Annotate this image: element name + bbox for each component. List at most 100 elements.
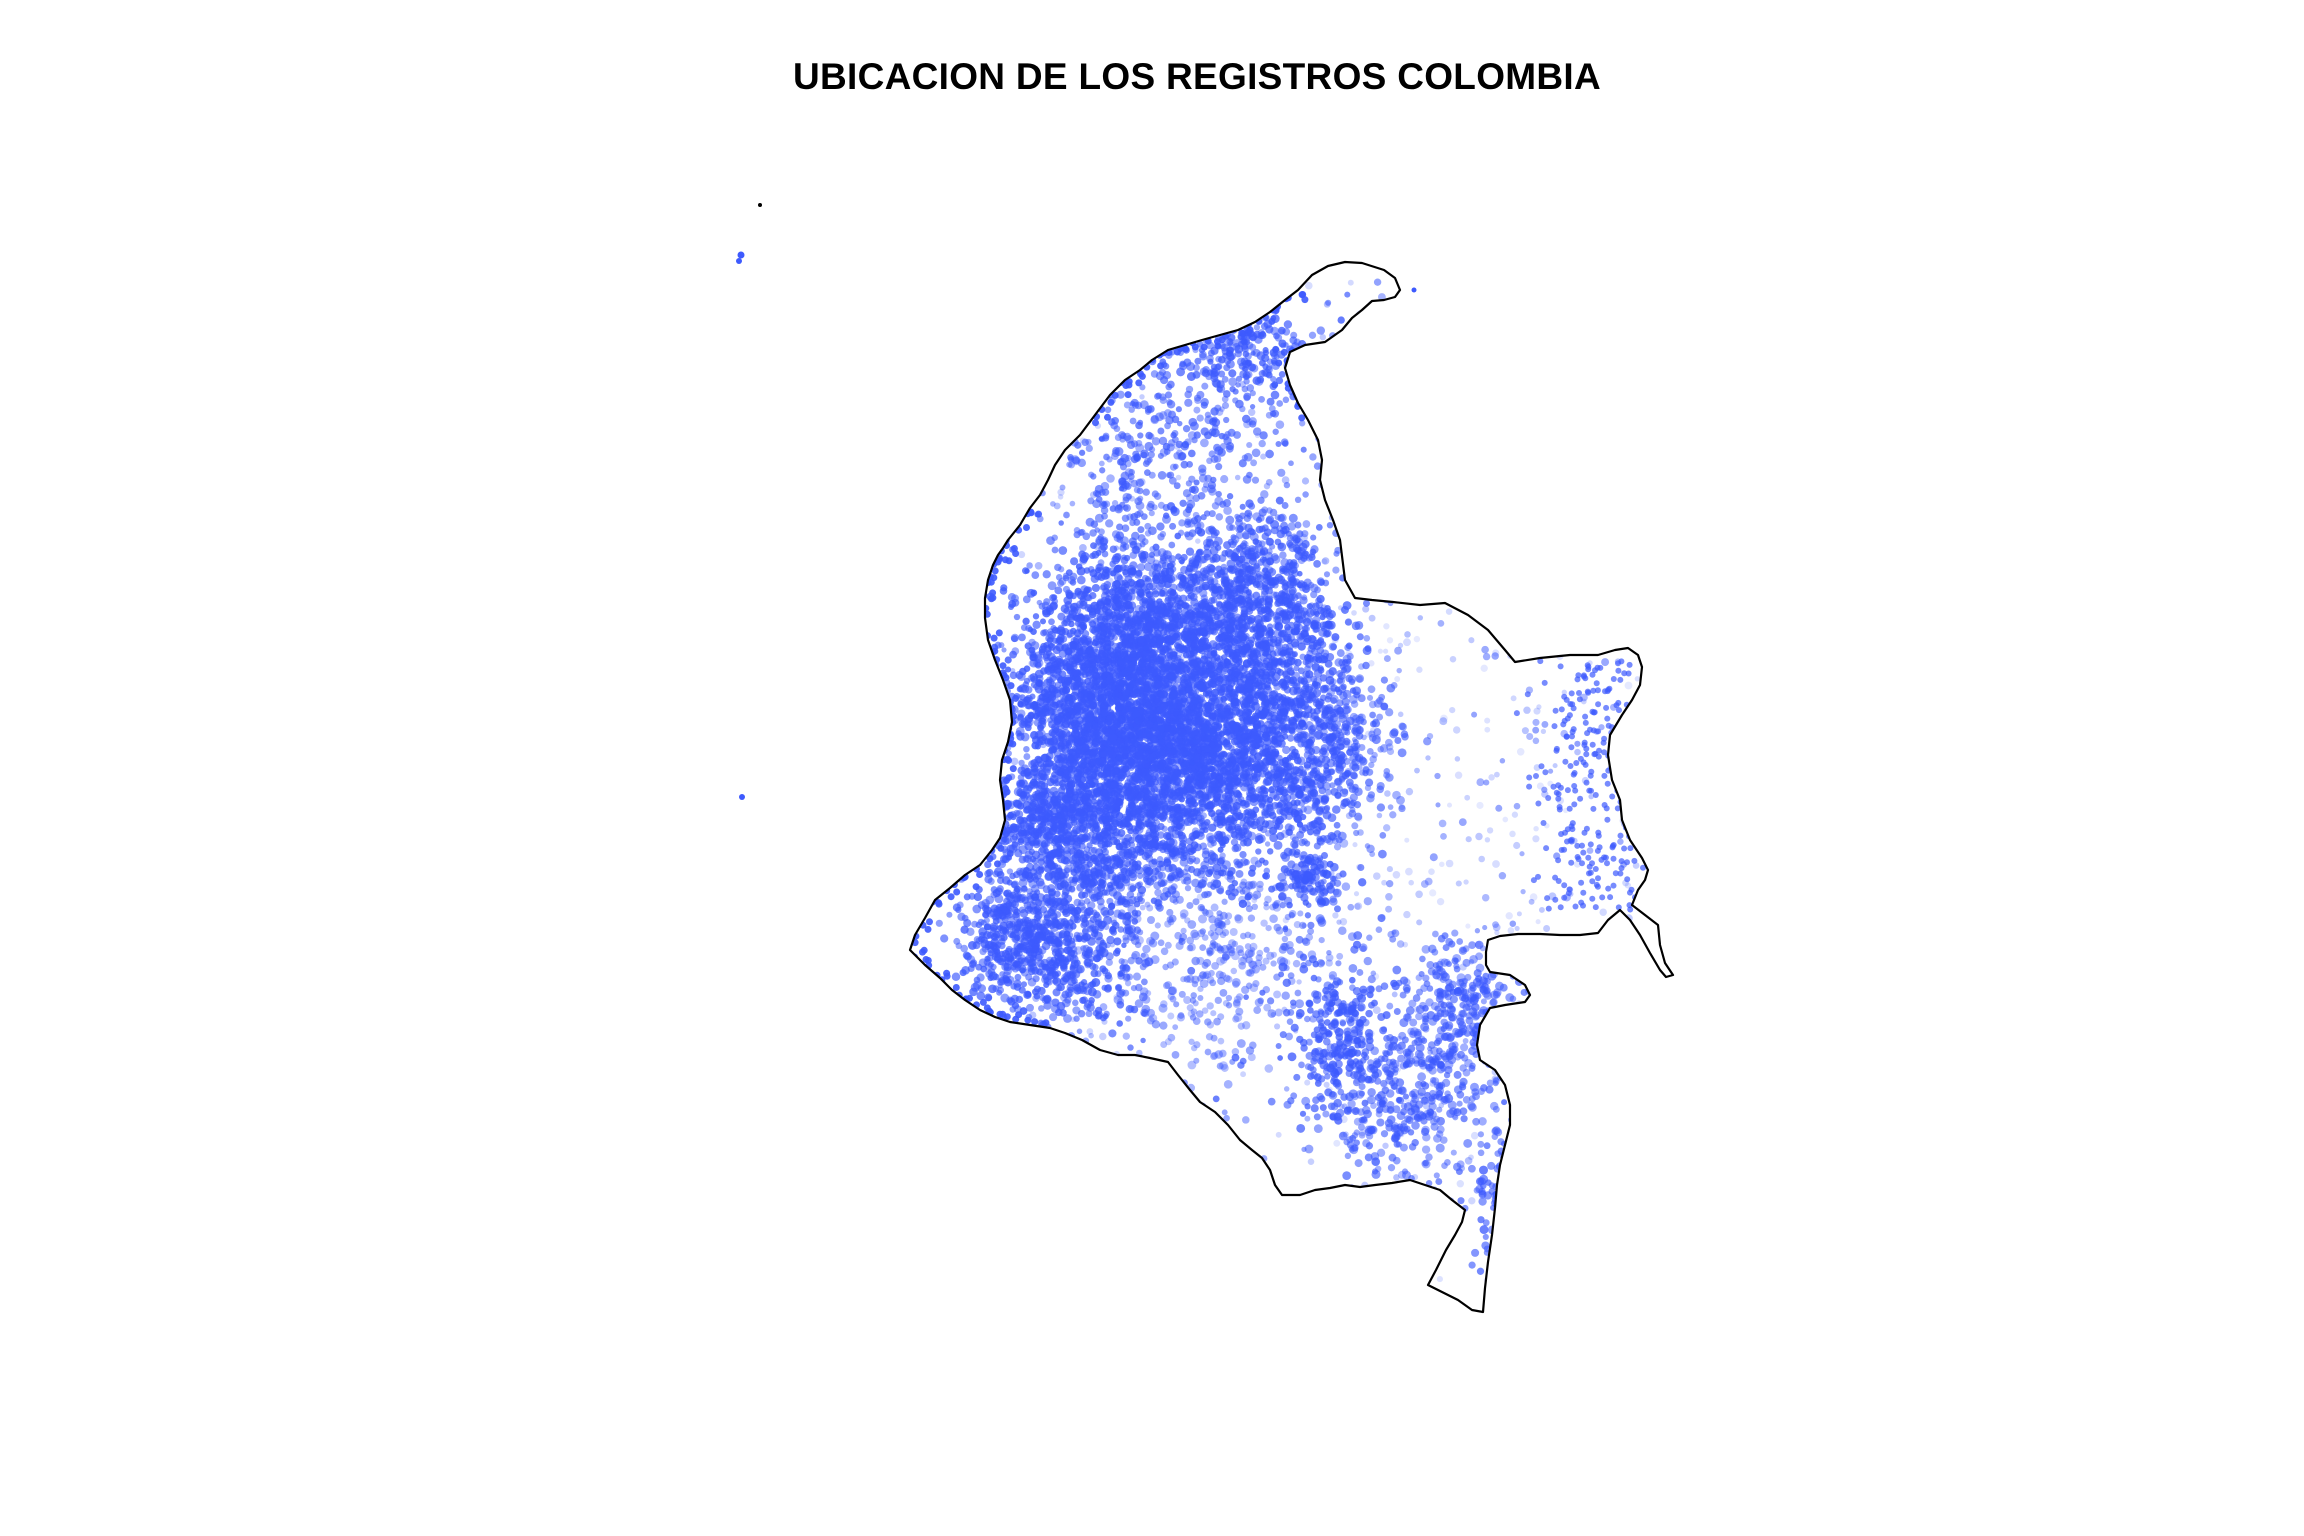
record-point — [973, 892, 983, 902]
record-point — [1137, 678, 1144, 685]
record-point — [1052, 988, 1061, 997]
record-point — [1355, 564, 1363, 572]
record-point — [1015, 892, 1022, 899]
record-point — [985, 969, 994, 978]
record-point — [1072, 999, 1079, 1007]
record-point — [1025, 862, 1035, 872]
record-point — [990, 891, 998, 899]
record-point — [1070, 960, 1079, 969]
record-point — [1176, 703, 1183, 710]
record-point — [969, 960, 977, 968]
record-point — [1195, 787, 1202, 795]
record-point — [980, 939, 990, 949]
record-point — [993, 947, 1000, 955]
record-point — [1052, 977, 1059, 984]
record-point — [1037, 986, 1046, 996]
record-point — [910, 632, 917, 642]
record-point — [1085, 811, 1093, 818]
record-point — [1098, 745, 1106, 752]
record-point — [1095, 918, 1103, 927]
record-point — [1144, 788, 1151, 795]
record-point — [1205, 869, 1213, 878]
record-point — [1289, 745, 1296, 753]
record-point — [920, 518, 929, 526]
record-point — [1135, 751, 1144, 761]
record-point — [1239, 850, 1247, 859]
record-point — [1037, 880, 1046, 890]
record-point — [1100, 751, 1108, 758]
record-point — [1039, 934, 1046, 941]
record-point — [1273, 840, 1283, 850]
record-point — [1106, 897, 1114, 905]
record-point — [973, 936, 981, 943]
record-point — [1104, 984, 1112, 991]
record-point — [1018, 986, 1026, 994]
record-point — [1062, 975, 1070, 983]
record-point — [1142, 760, 1150, 769]
record-point — [1070, 766, 1077, 773]
record-point — [1055, 1008, 1063, 1017]
record-point — [1364, 645, 1372, 653]
record-point — [1083, 898, 1091, 905]
record-point — [1024, 771, 1032, 780]
record-point — [1255, 848, 1262, 855]
record-point — [987, 961, 995, 968]
record-point — [1038, 1060, 1047, 1070]
record-point — [1081, 863, 1091, 873]
record-point — [1029, 929, 1037, 937]
record-point — [952, 903, 961, 912]
record-point — [1015, 995, 1023, 1004]
record-point — [1047, 908, 1056, 917]
record-point — [1023, 745, 1030, 753]
record-point — [1032, 975, 1040, 983]
record-point — [1080, 996, 1089, 1004]
record-point — [1069, 878, 1078, 887]
record-point — [1282, 745, 1291, 755]
record-point — [1085, 1010, 1093, 1018]
record-point — [1076, 883, 1085, 892]
record-point — [993, 701, 1002, 711]
record-point — [1051, 998, 1060, 1007]
record-point — [1082, 928, 1089, 935]
record-point — [1043, 1001, 1052, 1010]
record-point — [1005, 666, 1012, 673]
record-point — [1350, 564, 1359, 573]
record-point — [959, 626, 968, 635]
record-point — [1032, 620, 1041, 629]
record-point — [955, 942, 963, 950]
record-point — [1039, 618, 1047, 625]
record-point — [1051, 1040, 1061, 1050]
record-point — [1180, 694, 1188, 703]
record-point — [1035, 968, 1043, 976]
record-point — [983, 931, 992, 940]
record-point — [976, 991, 986, 1001]
record-point — [1125, 787, 1133, 795]
record-point — [1223, 738, 1231, 746]
record-point — [1074, 913, 1081, 921]
record-point — [1082, 785, 1090, 793]
record-point — [1080, 875, 1088, 883]
record-point — [1016, 950, 1023, 957]
record-point — [1141, 978, 1148, 986]
record-point — [1273, 615, 1282, 624]
record-point — [1114, 947, 1121, 954]
record-point — [1120, 873, 1129, 882]
record-point — [978, 958, 988, 968]
record-point — [1004, 906, 1013, 915]
record-point — [1073, 898, 1082, 907]
record-point — [990, 924, 998, 932]
record-point — [970, 848, 979, 857]
record-point — [958, 778, 965, 785]
record-point — [1037, 1062, 1046, 1071]
record-point — [940, 934, 949, 943]
record-point — [1089, 749, 1097, 757]
record-point — [1109, 926, 1117, 933]
record-point — [1313, 560, 1321, 568]
record-point — [1000, 584, 1008, 592]
record-point — [1205, 680, 1213, 689]
record-point — [967, 1011, 977, 1021]
record-point — [1102, 910, 1110, 918]
record-point — [1077, 769, 1085, 777]
record-point — [1012, 911, 1020, 919]
record-point — [1054, 882, 1063, 891]
